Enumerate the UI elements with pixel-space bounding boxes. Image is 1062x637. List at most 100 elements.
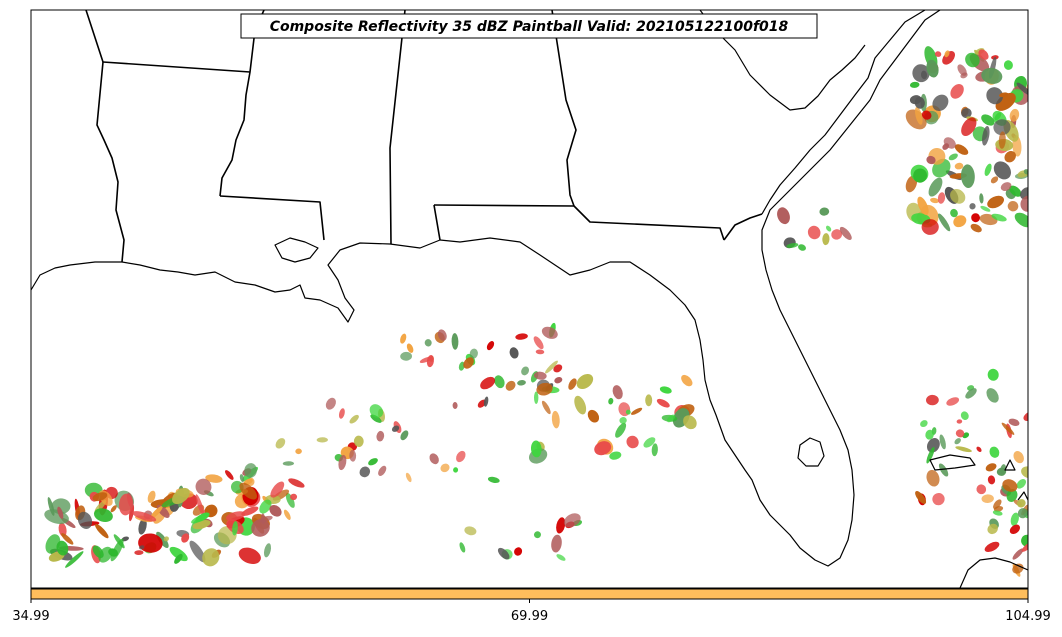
paintball-blob (453, 467, 459, 473)
paintball-blob (534, 531, 541, 539)
paintball-blob (786, 242, 799, 249)
paintball-blob (976, 446, 982, 452)
paintball-blob (980, 205, 991, 212)
border-ms-al (389, 10, 406, 245)
paintball-blob (909, 81, 920, 88)
paintball-blob (993, 161, 1011, 180)
border-ar-la (102, 61, 251, 73)
paintball-blob (483, 396, 489, 407)
paintball-blob (1016, 479, 1027, 489)
paintball-blob (391, 425, 400, 432)
paintball-blob (497, 547, 510, 560)
paintball-blob (1016, 499, 1026, 508)
colorbar: 34.99 69.99 104.99 (12, 588, 1051, 624)
paintball-blob (917, 196, 929, 216)
paintball-blob (587, 409, 600, 423)
paintball-blob (926, 155, 936, 165)
paintball-blob (232, 521, 238, 536)
paintball-blob (948, 153, 958, 161)
paintball-blob (956, 419, 963, 424)
paintball-blob (944, 50, 950, 58)
paintball-blob (181, 533, 190, 543)
paintball-blob (993, 119, 1011, 136)
paintball-blob (195, 478, 212, 495)
paintball-blob (424, 339, 432, 347)
paintball-blob (1013, 451, 1024, 464)
paintball-blob (459, 542, 466, 553)
paintball-blob (536, 382, 553, 396)
paintball-blob (986, 87, 1004, 105)
paintball-blob (961, 108, 972, 119)
paintball-blob (452, 402, 458, 409)
paintball-blob (1017, 508, 1028, 519)
paintball-blob (1009, 524, 1020, 535)
paintball-blob (378, 465, 387, 476)
paintball-blob (839, 226, 852, 240)
paintball-blob (574, 395, 587, 415)
paintball-blob (93, 508, 113, 522)
paintball-blob (263, 543, 272, 558)
paintball-blob (981, 114, 995, 126)
paintball-blob (960, 411, 969, 420)
paintball-blob (594, 441, 612, 456)
paintball-blob (275, 438, 286, 449)
paintball-blob (825, 225, 832, 232)
border-ga-fl (723, 213, 763, 241)
title-border (240, 13, 818, 39)
paintball-blob (987, 523, 998, 535)
paintball-blob (978, 49, 989, 60)
paintball-blob (456, 450, 466, 463)
paintball-blob (521, 366, 530, 376)
title-box: Composite Reflectivity 35 dBZ Paintball … (240, 13, 818, 39)
paintball-blob (58, 522, 67, 537)
paintball-blob (239, 482, 257, 500)
colorbar-label-mid: 69.99 (511, 609, 548, 624)
paintball-blob (914, 106, 923, 125)
paintball-blob (285, 492, 295, 508)
paintball-blob (469, 348, 478, 359)
paintball-blob (954, 144, 969, 155)
paintball-blob (985, 463, 997, 472)
paintball-blob (205, 474, 223, 483)
paintball-blob (659, 386, 672, 394)
paintball-blob (984, 163, 992, 176)
paintball-blob (612, 385, 623, 400)
paintball-blob (969, 203, 976, 210)
paintball-blob (998, 131, 1006, 149)
paintball-blob (494, 375, 505, 389)
paintball-blob (65, 551, 84, 568)
paintball-blob (976, 484, 987, 495)
paintball-blob (400, 351, 412, 361)
paintball-blob (509, 347, 519, 359)
paintball-blob (505, 380, 516, 391)
lake-pontchartrain (274, 237, 319, 263)
paintball-blob (156, 531, 169, 549)
paintball-blob (554, 377, 563, 384)
paintball-blob (937, 213, 951, 232)
paintball-blob (77, 511, 93, 530)
paintball-blob (563, 513, 581, 528)
paintball-blob (1007, 200, 1019, 212)
paintball-blob (534, 391, 539, 404)
colorbar-label-min: 34.99 (12, 609, 49, 624)
paintball-blob (400, 333, 407, 344)
paintball-blob (1006, 489, 1018, 502)
paintball-blob (954, 438, 961, 445)
paintball-blob (480, 376, 496, 390)
paintball-blob (1020, 195, 1028, 212)
border-tx-ar (85, 10, 104, 63)
map-frame (30, 9, 1029, 589)
paintball-blob (451, 333, 459, 350)
paintball-blob (98, 546, 113, 563)
paintball-blob (1008, 418, 1020, 426)
paintball-blob (437, 329, 447, 341)
paintball-blob (965, 388, 977, 399)
paintball-blob (269, 504, 282, 517)
paintball-blob (926, 438, 940, 453)
paintball-blob (1003, 60, 1013, 70)
paintball-blob (118, 493, 133, 516)
paintball-blob (541, 326, 558, 339)
paintball-blob (987, 195, 1004, 209)
